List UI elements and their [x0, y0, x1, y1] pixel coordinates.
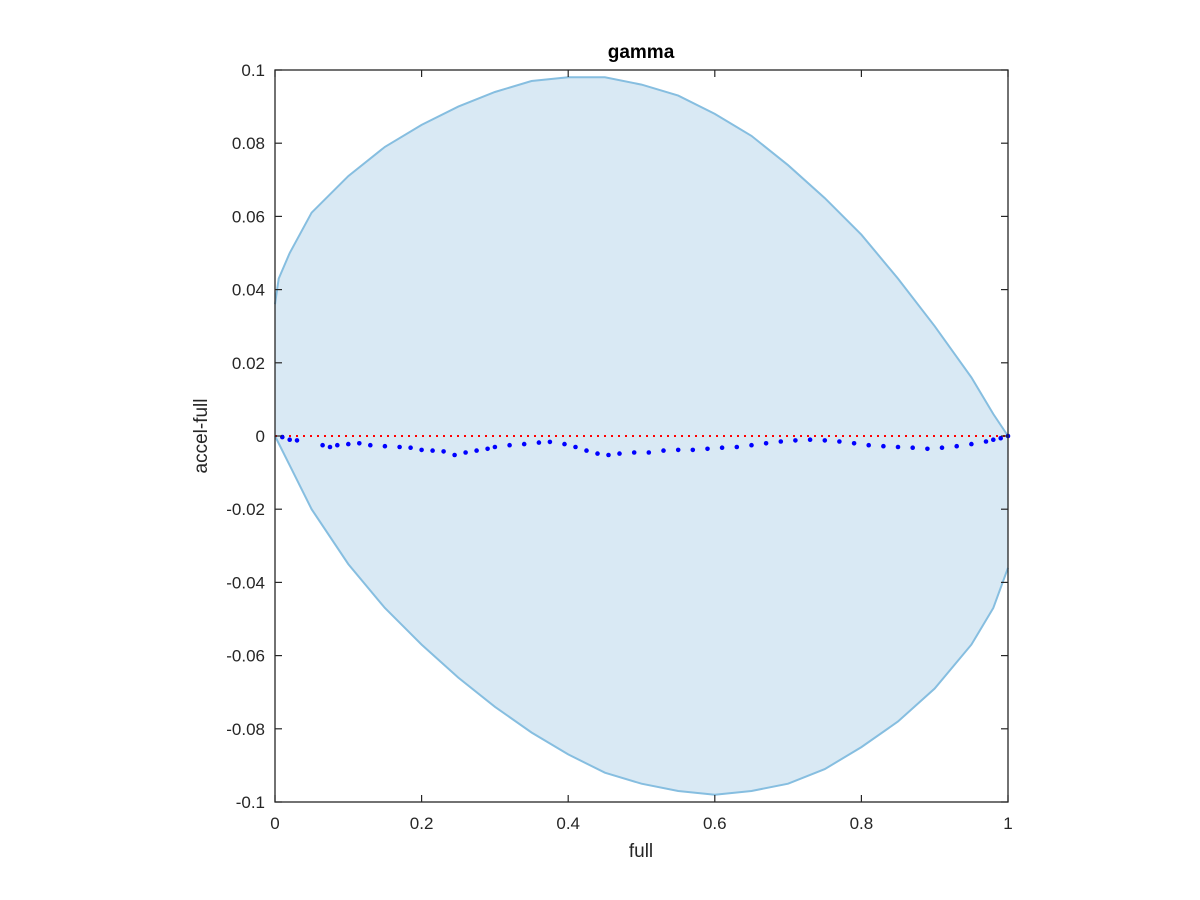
scatter-point	[408, 445, 413, 451]
scatter-point	[507, 442, 512, 448]
scatter-point	[851, 441, 857, 446]
y-tick-label: 0.02	[232, 354, 265, 373]
scatter-point	[910, 445, 915, 451]
scatter-point	[430, 448, 435, 453]
x-axis-ticks: 0 0.2 0.4 0.6 0.8 1	[270, 70, 1013, 833]
x-tick-label: 0.6	[703, 814, 727, 833]
scatter-point	[382, 443, 388, 449]
scatter-point	[661, 448, 666, 453]
scatter-point	[991, 437, 996, 443]
y-axis-ticks: 0.1 0.08 0.06 0.04 0.02 0 -0.02 -0.04 -0.06 -0.08…	[226, 61, 1008, 812]
scatter-point	[419, 447, 424, 453]
scatter-points-layer	[280, 433, 1011, 458]
scatter-point	[763, 441, 769, 446]
scatter-point	[749, 442, 754, 448]
scatter-point	[617, 451, 622, 456]
scatter-point	[492, 444, 498, 450]
scatter-point	[595, 451, 600, 456]
x-tick-label: 1	[1003, 814, 1012, 833]
scatter-point	[452, 452, 457, 458]
scatter-point	[690, 447, 696, 453]
scatter-point	[822, 438, 828, 443]
scatter-point	[441, 449, 446, 454]
scatter-point	[573, 444, 578, 450]
y-tick-label: -0.1	[236, 793, 265, 812]
scatter-point	[866, 442, 871, 448]
scatter-point	[346, 441, 351, 447]
scatter-point	[335, 442, 340, 448]
scatter-point	[646, 450, 652, 455]
scatter-point	[562, 441, 567, 447]
y-tick-label: -0.02	[226, 500, 265, 519]
scatter-point	[320, 442, 325, 448]
scatter-point	[287, 437, 293, 443]
y-tick-label: 0.08	[232, 134, 265, 153]
scatter-point	[474, 448, 479, 453]
scatter-point	[719, 445, 725, 451]
scatter-point	[485, 446, 490, 452]
scatter-point	[837, 439, 842, 444]
scatter-point	[368, 442, 373, 448]
scatter-point	[675, 447, 681, 453]
scatter-point	[998, 435, 1003, 441]
x-tick-label: 0.8	[850, 814, 874, 833]
x-tick-label: 0.4	[556, 814, 580, 833]
scatter-point	[954, 443, 959, 449]
scatter-point	[939, 445, 945, 451]
scatter-point	[925, 446, 930, 452]
y-tick-label: -0.06	[226, 647, 265, 666]
y-tick-label: -0.04	[226, 573, 265, 592]
confidence-band-fill	[275, 77, 1008, 795]
y-tick-label: 0.04	[232, 281, 265, 300]
scatter-point	[536, 440, 542, 445]
confidence-band-layer	[274, 76, 1009, 796]
band-upper-edge	[274, 76, 1009, 437]
scatter-point	[734, 444, 740, 450]
scatter-point	[294, 438, 300, 443]
scatter-point	[807, 437, 813, 443]
scatter-point	[547, 439, 553, 445]
scatter-point	[778, 439, 784, 444]
scatter-point	[584, 448, 589, 453]
scatter-point	[983, 439, 989, 444]
scatter-point	[357, 441, 362, 446]
scatter-point	[969, 441, 974, 447]
scatter-point	[895, 444, 901, 450]
scatter-point	[327, 444, 333, 450]
band-lower-edge	[274, 435, 1009, 796]
y-tick-label: 0	[256, 427, 265, 446]
scatter-point	[881, 443, 886, 449]
x-tick-label: 0	[270, 814, 279, 833]
y-axis-label: accel-full	[191, 399, 212, 474]
y-tick-label: -0.08	[226, 720, 265, 739]
scatter-point	[793, 438, 798, 443]
x-tick-label: 0.2	[410, 814, 434, 833]
y-tick-label: 0.1	[241, 61, 265, 80]
scatter-point	[463, 450, 468, 455]
scatter-point	[631, 450, 637, 455]
scatter-point	[606, 452, 611, 458]
x-axis-label: full	[629, 841, 653, 862]
chart-title: gamma	[608, 42, 675, 63]
scatter-point	[521, 441, 527, 447]
scatter-point	[705, 446, 710, 452]
scatter-point	[397, 444, 402, 450]
y-tick-label: 0.06	[232, 207, 265, 226]
